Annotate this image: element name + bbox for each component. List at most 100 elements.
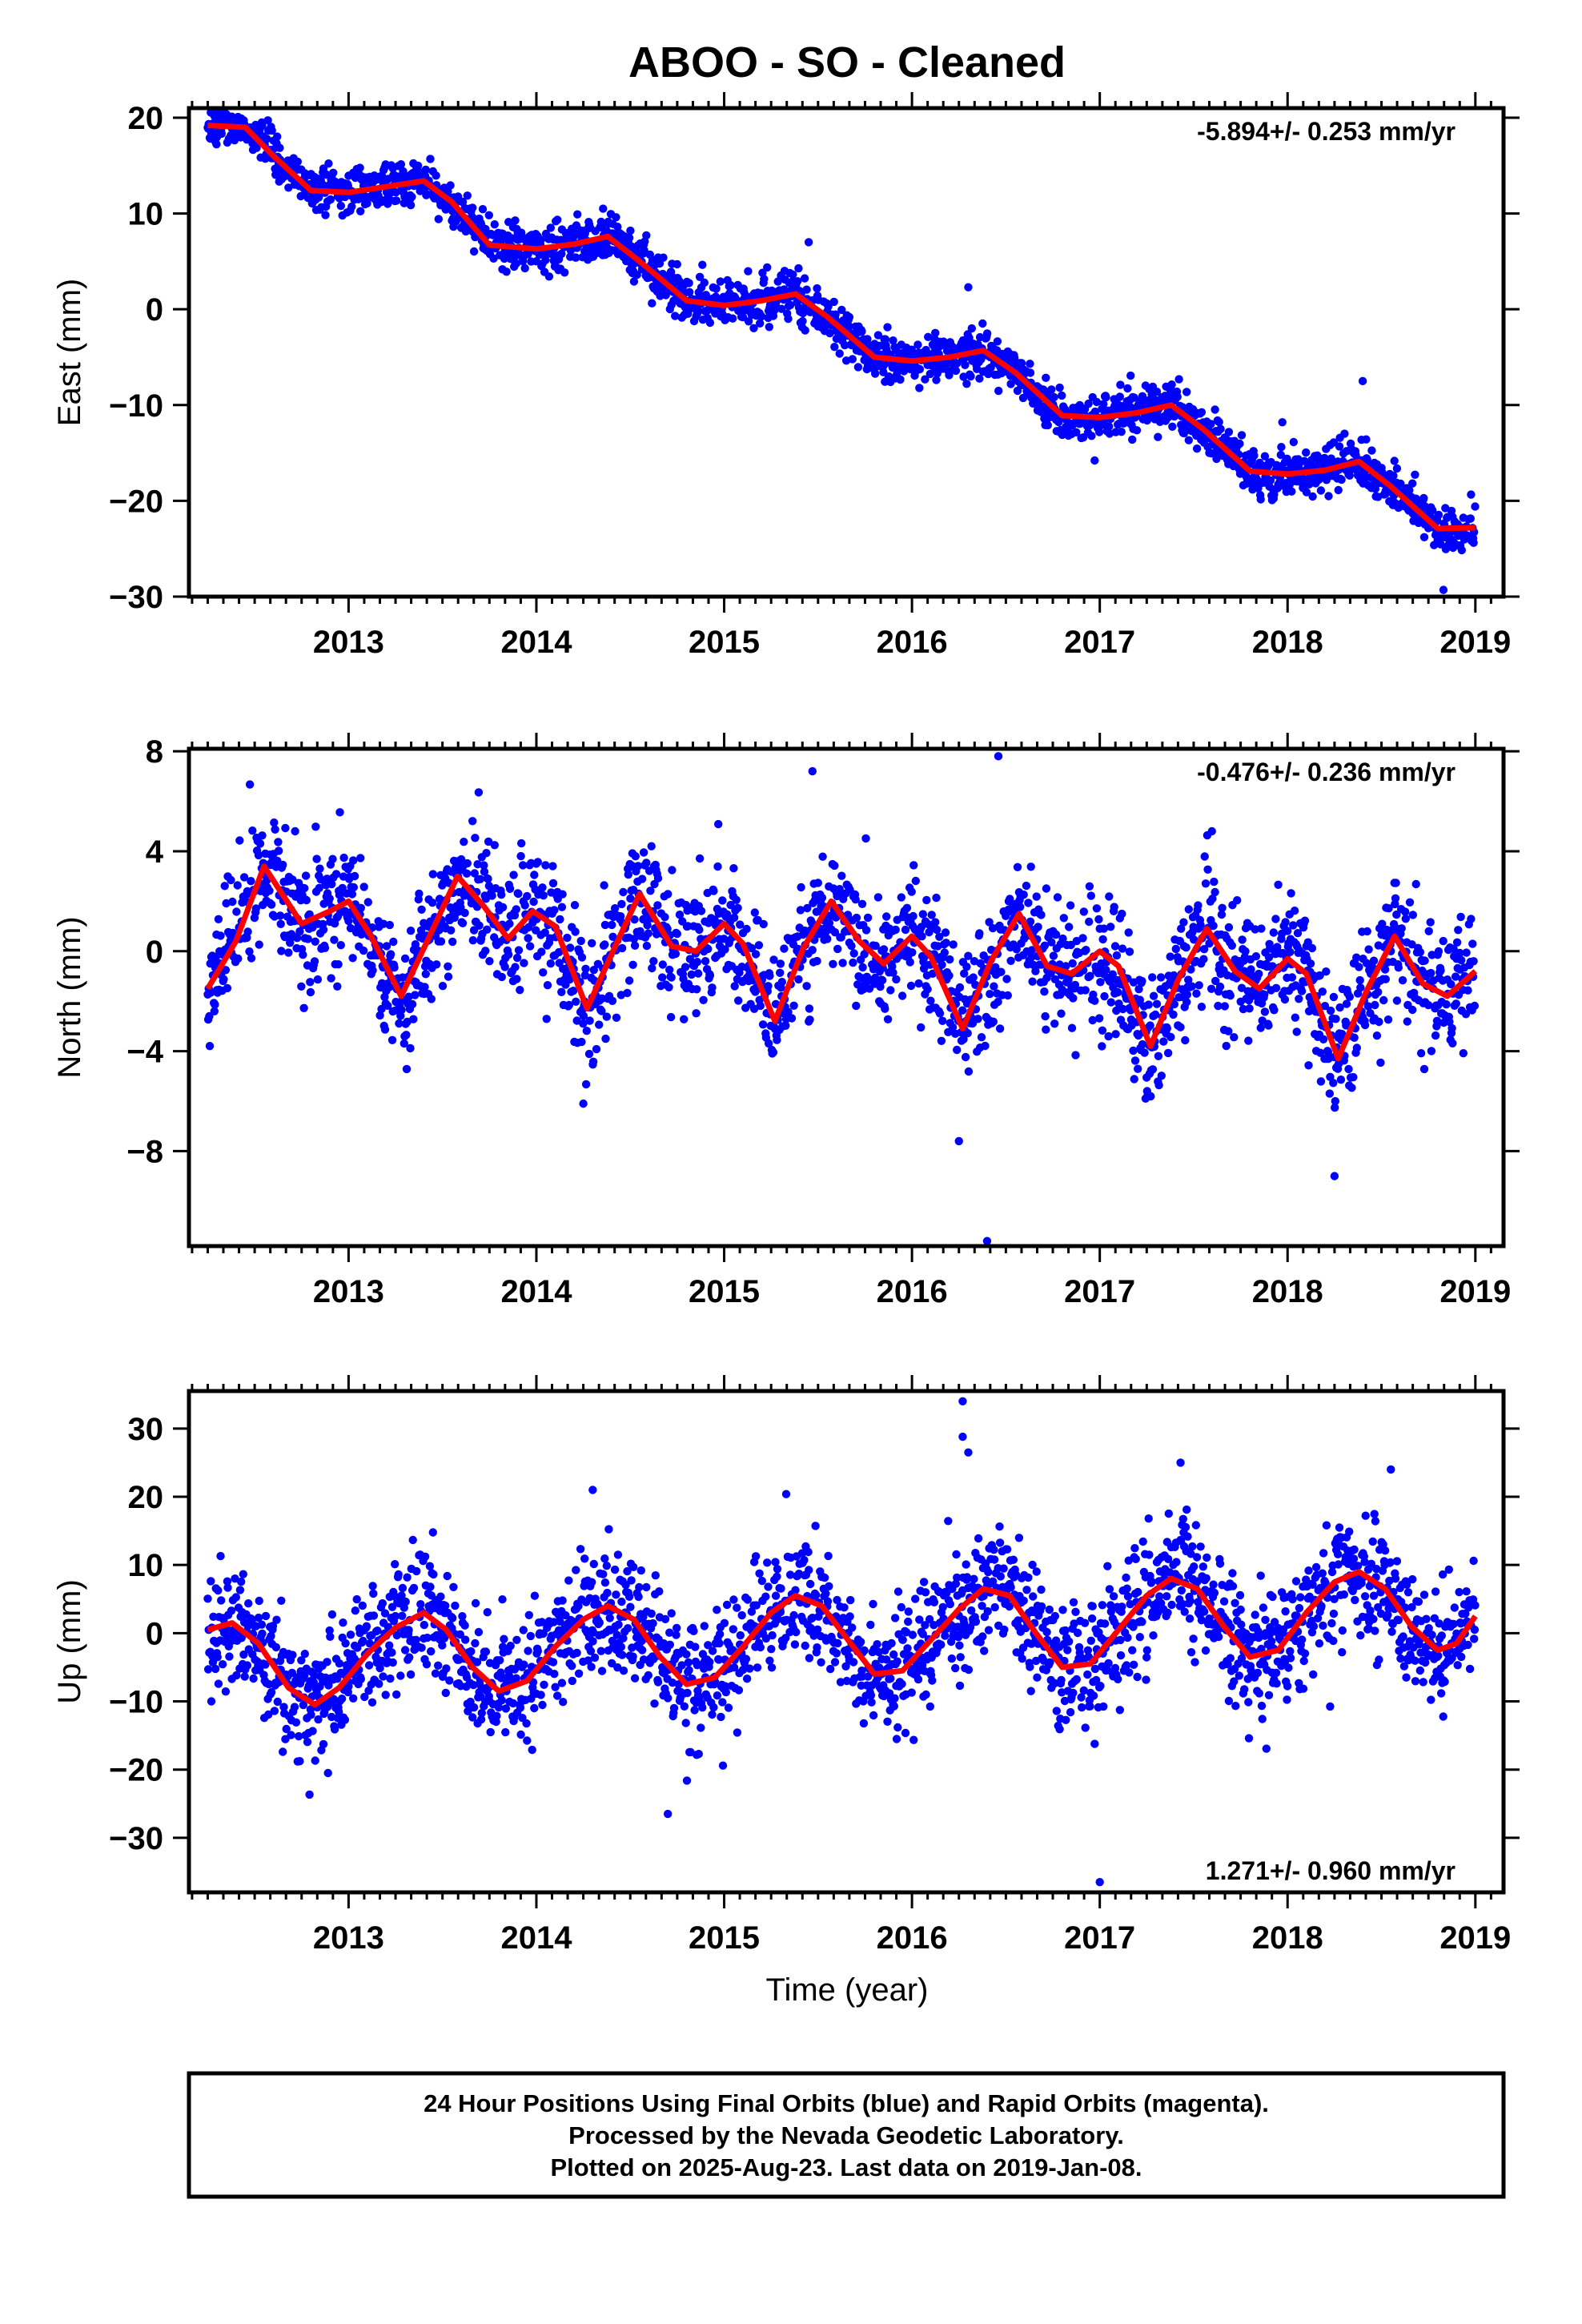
data-point: [849, 949, 858, 958]
data-point: [581, 964, 590, 974]
data-point: [300, 883, 309, 893]
data-point: [733, 903, 742, 913]
data-point: [221, 1687, 231, 1696]
x-tick-label: 2015: [689, 625, 760, 660]
data-point: [1255, 969, 1263, 979]
data-point: [833, 944, 842, 954]
data-point: [1126, 371, 1135, 380]
data-point: [961, 360, 970, 369]
data-point: [267, 126, 276, 135]
data-point: [610, 904, 620, 913]
data-point: [595, 1020, 604, 1029]
data-point: [227, 1606, 236, 1615]
data-point: [1207, 420, 1215, 428]
data-point: [653, 874, 663, 883]
data-point: [744, 267, 753, 275]
y-tick-label: −20: [109, 484, 163, 519]
data-point: [1241, 947, 1250, 956]
data-point: [813, 956, 821, 966]
data-point: [643, 921, 652, 930]
data-point: [580, 971, 589, 980]
data-point: [624, 976, 634, 985]
data-point: [520, 263, 529, 273]
data-point: [203, 1594, 212, 1603]
data-point: [516, 851, 525, 861]
data-point: [913, 340, 922, 349]
data-point: [542, 1015, 551, 1023]
data-point: [1146, 1092, 1155, 1101]
data-point: [1192, 989, 1201, 998]
data-point: [1355, 963, 1363, 971]
data-point: [258, 121, 267, 131]
data-point: [642, 858, 651, 867]
data-point: [837, 871, 846, 880]
data-point: [628, 960, 637, 970]
data-point: [409, 1015, 418, 1023]
data-point: [718, 896, 727, 905]
data-point: [540, 928, 549, 937]
data-point: [932, 376, 941, 384]
data-point: [1132, 426, 1142, 435]
data-point: [243, 1661, 252, 1670]
data-point: [877, 975, 887, 985]
data-point: [1230, 1033, 1239, 1042]
data-point: [1184, 905, 1194, 914]
data-point: [1401, 915, 1411, 923]
data-point: [572, 997, 580, 1007]
data-point: [1086, 891, 1096, 900]
x-tick-label: 2013: [313, 625, 384, 660]
data-point: [463, 858, 472, 868]
data-point: [566, 943, 575, 952]
data-point: [673, 929, 681, 939]
data-point: [276, 919, 285, 929]
data-point: [632, 270, 641, 279]
data-point: [434, 215, 443, 223]
data-point: [406, 1043, 415, 1053]
data-point: [1270, 1006, 1279, 1015]
data-point: [932, 893, 941, 903]
data-point: [1419, 493, 1428, 503]
data-point: [1111, 1030, 1120, 1039]
data-point: [389, 937, 398, 947]
data-point: [367, 923, 377, 932]
data-point: [1260, 1007, 1270, 1016]
data-point: [1118, 909, 1126, 919]
data-point: [977, 1033, 986, 1042]
data-point: [612, 1013, 621, 1023]
data-point: [958, 1006, 967, 1015]
data-point: [577, 1037, 586, 1047]
data-point: [927, 911, 936, 919]
data-point: [1469, 538, 1478, 547]
data-point: [330, 935, 339, 944]
data-point: [518, 861, 528, 870]
data-point: [1416, 1049, 1426, 1058]
data-point: [673, 259, 681, 269]
data-point: [698, 260, 707, 269]
y-tick-label: −10: [109, 388, 163, 424]
data-point: [765, 971, 774, 980]
data-point: [558, 890, 567, 899]
data-point: [671, 312, 680, 320]
data-point: [320, 943, 330, 953]
data-point: [1345, 471, 1355, 480]
data-point: [355, 163, 364, 172]
data-point: [1212, 454, 1221, 464]
data-point: [1345, 992, 1355, 1001]
data-point: [326, 1632, 335, 1641]
data-point: [463, 191, 472, 200]
data-point: [995, 1024, 1005, 1033]
data-point: [692, 1009, 701, 1018]
data-point: [1148, 1065, 1158, 1074]
data-point: [1085, 882, 1094, 891]
x-tick-label: 2019: [1439, 1274, 1511, 1309]
data-point: [1152, 388, 1162, 396]
data-point: [460, 838, 468, 846]
data-point: [541, 255, 550, 264]
data-point: [1067, 1023, 1077, 1032]
data-point: [870, 369, 880, 378]
data-point: [474, 788, 484, 797]
data-points: [203, 752, 1480, 1245]
data-point: [216, 1551, 225, 1561]
data-point: [1216, 424, 1225, 433]
data-point: [1176, 1023, 1185, 1031]
